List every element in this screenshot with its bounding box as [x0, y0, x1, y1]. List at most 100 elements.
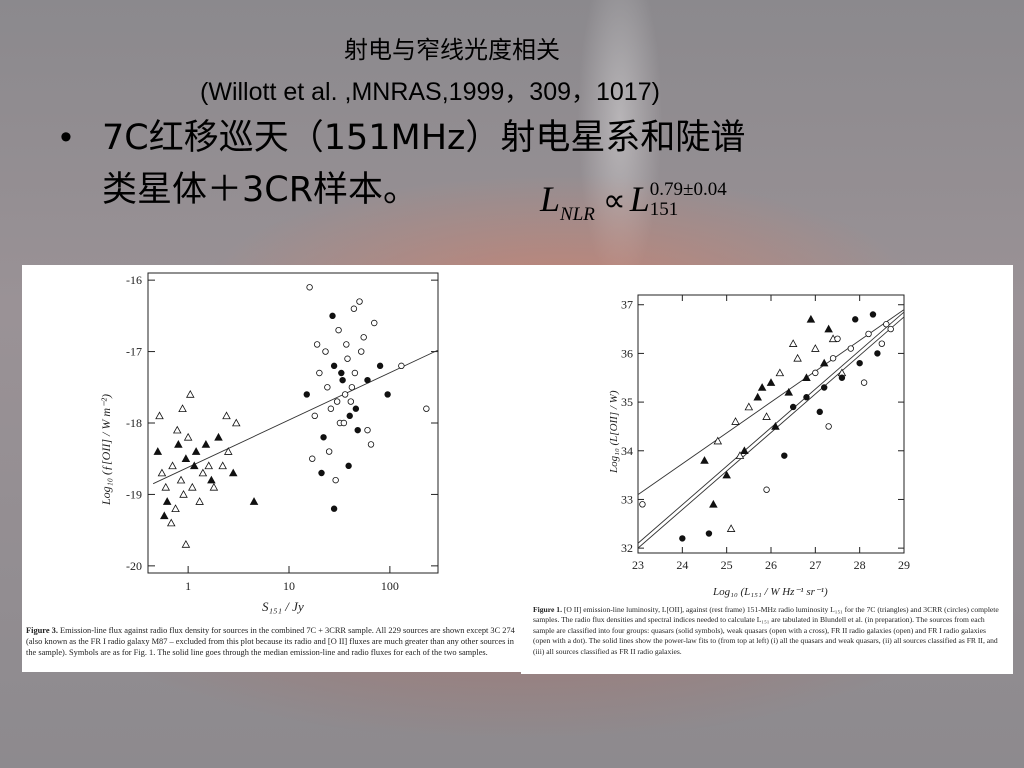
figure3-point-circle	[364, 376, 371, 384]
figure3-point-triangle	[249, 497, 259, 505]
figure3-point-triangle	[214, 432, 223, 441]
figure3-point-circle	[340, 419, 348, 427]
figure1-point-circle	[856, 359, 863, 367]
figure1-point-triangle	[775, 368, 785, 377]
formula-rhs-exp: 0.79±0.04	[649, 179, 727, 200]
figure3-point-circle	[346, 412, 353, 420]
figure3-point-triangle	[172, 425, 182, 434]
figure3-point-triangle	[168, 461, 177, 470]
figure1-point-circle	[812, 369, 819, 377]
figure3-point-circle	[322, 348, 329, 355]
figure3-point-circle	[352, 405, 360, 412]
figure3-point-circle	[347, 398, 355, 405]
figure3-ylabel: Log₁₀ (ƒ[OII] / W m⁻²)	[99, 394, 113, 506]
figure1-point-circle	[887, 325, 894, 333]
figure3-point-triangle	[181, 454, 191, 462]
figure3-point-triangle	[228, 468, 238, 477]
figure3-ytick-label: -19	[126, 487, 142, 501]
figure3-caption: Figure 3. Emission-line flux against rad…	[26, 625, 520, 658]
figure1-point-circle	[860, 379, 868, 386]
figure1-chart: 37 36 35 34 33 32 23 24 25 26 27 28 29 Log₁₀ (L[OII]…	[608, 294, 910, 598]
figure1-xlabel: Log₁₀ (L₁₅₁ / W Hz⁻¹ sr⁻¹)	[712, 586, 828, 598]
figure1-point-triangle	[771, 422, 780, 430]
figure3-point-circle	[341, 391, 349, 398]
figure3-point-circle	[311, 412, 318, 420]
figure3-point-triangle	[166, 518, 176, 527]
figure3-xtick-label: 1	[185, 579, 191, 593]
figure1-point-triangle	[784, 387, 794, 396]
figure3-point-triangle	[159, 511, 169, 520]
figure1-point-circle	[883, 321, 890, 328]
bullet-line-1: 7C红移巡天（151MHz）射电星系和陡谱	[102, 118, 746, 158]
figure1-fit-line-3	[637, 316, 905, 549]
figure1-point-triangle	[806, 314, 816, 323]
figure1-point-triangle	[819, 358, 829, 367]
figure3-point-circle	[344, 355, 351, 362]
figure3-point-triangle	[157, 468, 167, 477]
figure3-point-triangle	[183, 432, 193, 441]
figure1-ytick-label: 36	[621, 346, 633, 360]
figure1-point-circle	[825, 423, 832, 430]
figure3-point-triangle	[195, 497, 204, 505]
figure3-point-triangle	[188, 482, 197, 491]
figure3-point-triangle	[204, 461, 214, 470]
figure3-point-circle	[332, 476, 339, 484]
figure3-point-circle	[330, 505, 338, 512]
figure1-point-triangle	[744, 402, 754, 411]
figure1-ytick-label: 37	[621, 298, 633, 312]
figure3-point-circle	[343, 341, 350, 348]
figure3-point-triangle	[153, 447, 163, 455]
figure3-panel: -16 -17 -18 -19 -20 1 10 100 Log₁₀ (ƒ[OII] / W …	[22, 265, 522, 672]
figure3-point-circle	[313, 341, 321, 348]
figure3-point-triangle	[209, 482, 219, 491]
figure3-point-circle	[384, 391, 391, 398]
figure3-point-circle	[423, 405, 430, 412]
figure1-point-triangle	[757, 383, 767, 391]
figure3-point-triangle	[207, 475, 216, 484]
figure3-ytick-label: -16	[126, 273, 142, 287]
figure1-point-circle	[852, 316, 859, 323]
figure3-ytick-label: -20	[126, 559, 142, 573]
bullet-line-2: 类星体＋3CR样本。	[102, 170, 419, 210]
figure1-point-circle	[878, 340, 886, 347]
figure1-point-triangle	[811, 344, 820, 352]
figure1-point-circle	[816, 408, 823, 416]
figure1-ytick-label: 35	[621, 395, 633, 409]
figure1-point-circle	[705, 530, 713, 537]
figure3-point-triangle	[198, 468, 208, 477]
figure3-caption-label: Figure 3.	[26, 626, 58, 635]
figure1-point-triangle	[740, 446, 749, 455]
figure3-median-line	[152, 349, 439, 485]
formula-proportional: ∝	[602, 182, 626, 218]
figure3-point-triangle	[189, 461, 199, 470]
bullet-symbol: •	[60, 118, 72, 156]
figure3-xtick-label: 10	[283, 579, 295, 593]
figure3-point-circle	[364, 426, 371, 434]
figure3-point-circle	[367, 441, 375, 448]
figure1-point-circle	[838, 374, 846, 381]
figure1-point-circle	[847, 345, 854, 352]
figure3-point-triangle	[181, 540, 191, 548]
figure1-caption-label: Figure 1.	[533, 605, 562, 614]
figure1-xtick-label: 26	[765, 558, 777, 572]
figure1-point-triangle	[713, 436, 723, 445]
figure1-panel: 37 36 35 34 33 32 23 24 25 26 27 28 29 Log₁₀ (L[OII]…	[521, 265, 1013, 674]
figure3-point-circle	[360, 334, 367, 341]
figure3-point-triangle	[218, 461, 227, 470]
figure3-point-circle	[350, 305, 358, 312]
figure3-point-triangle	[223, 447, 233, 455]
figure3-point-circle	[330, 362, 338, 370]
figure3-point-circle	[398, 362, 405, 370]
formula-rhs: L	[629, 179, 650, 219]
figure3-point-circle	[345, 462, 352, 470]
figure1-ytick-label: 32	[621, 541, 633, 555]
figure3-point-circle	[318, 469, 325, 477]
figure3-point-circle	[356, 298, 363, 305]
figure1-point-circle	[869, 311, 877, 318]
figure3-point-triangle	[176, 475, 186, 484]
figure3-point-circle	[325, 448, 333, 455]
figure3-point-circle	[306, 284, 313, 291]
figure3-frame	[147, 272, 439, 574]
figure1-point-triangle	[824, 324, 833, 333]
figure1-xtick-label: 24	[676, 558, 688, 572]
